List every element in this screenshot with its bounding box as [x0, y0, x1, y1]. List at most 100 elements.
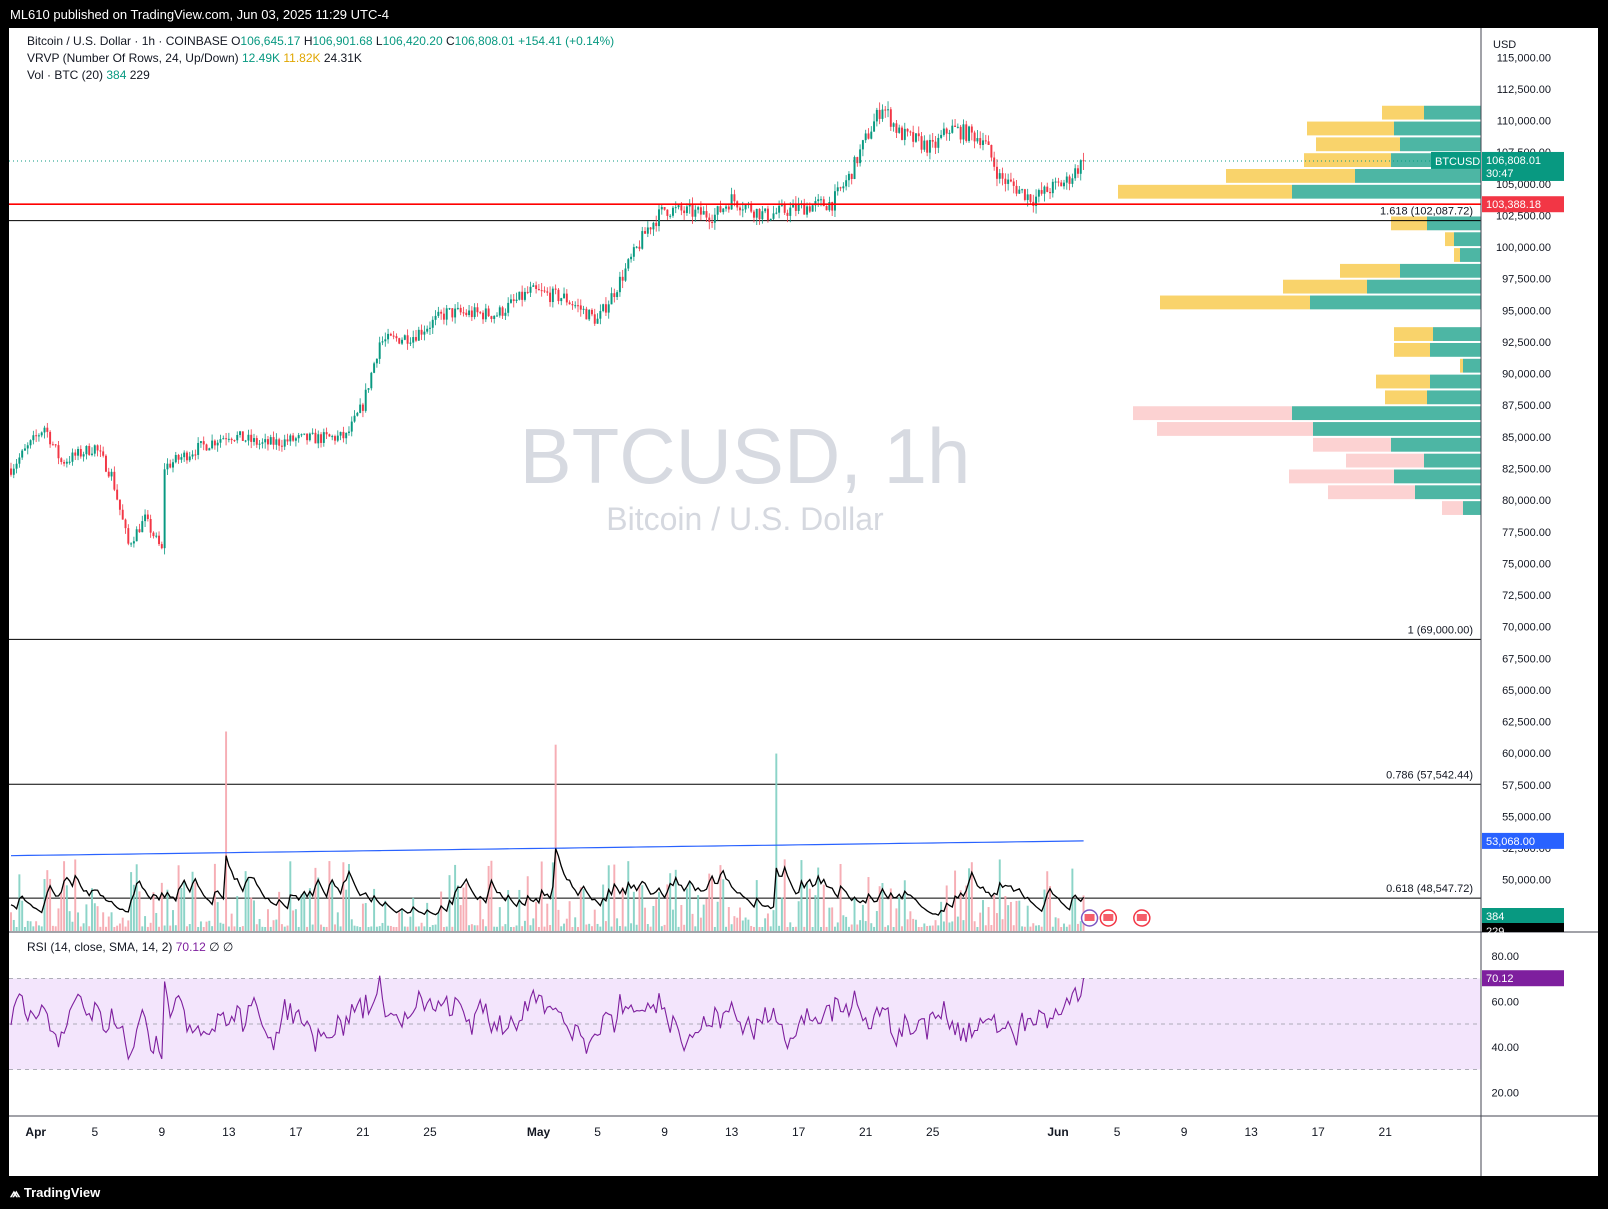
- vrvp-up-bar: [1460, 248, 1481, 262]
- candle-body: [241, 431, 244, 441]
- vrvp-up-bar: [1463, 358, 1481, 373]
- candle-body: [442, 313, 445, 320]
- volume-bar: [881, 883, 884, 931]
- volume-bar: [1037, 925, 1040, 931]
- volume-bar: [15, 927, 18, 931]
- time-axis[interactable]: Apr 5 9 13 17 21 25 May 5 9 13 17 21 25 Jun 5 9 13 17 21: [25, 1125, 1392, 1139]
- candle-body: [699, 207, 702, 215]
- volume-bar: [10, 912, 12, 931]
- volume-bar: [741, 920, 744, 931]
- volume-bar: [571, 926, 574, 931]
- volume-bar: [484, 926, 487, 931]
- rsi-levels: [9, 978, 1481, 1070]
- volume-bar: [607, 865, 610, 931]
- volume-bar: [887, 925, 890, 931]
- volume-bar: [965, 885, 968, 931]
- volume-bar: [417, 926, 420, 931]
- volume-bar: [278, 891, 281, 931]
- volume-bar: [325, 926, 328, 931]
- candle-body: [258, 443, 261, 445]
- vrvp-down-bar: [1313, 437, 1391, 452]
- candle-body: [951, 125, 954, 133]
- volume-bar: [74, 859, 77, 931]
- candle-body: [588, 309, 591, 320]
- candle-body: [956, 126, 959, 128]
- volume-bar: [401, 909, 404, 931]
- rsi-line: [10, 975, 1085, 1061]
- candle-body: [881, 109, 884, 119]
- volume-bar: [649, 926, 652, 931]
- badge-text: 53,068.00: [1486, 836, 1535, 848]
- candle-body: [127, 528, 130, 544]
- volume-bar: [923, 923, 926, 931]
- candle-body: [163, 469, 166, 549]
- volume-bar: [454, 864, 457, 931]
- candle-body: [836, 187, 839, 192]
- time-tick: Jun: [1047, 1125, 1068, 1139]
- volume-bar: [292, 910, 295, 931]
- candle-body: [57, 445, 60, 459]
- chart-canvas[interactable]: BTCUSD, 1h Bitcoin / U.S. Dollar 1.618 (…: [9, 28, 1598, 1176]
- candle-body: [202, 441, 205, 445]
- candle-body: [23, 448, 26, 451]
- volume-bar: [99, 926, 102, 931]
- volume-bar: [951, 921, 954, 931]
- badge-bg: [1482, 908, 1564, 923]
- legend-change: +154.41 (+0.14%): [518, 34, 615, 48]
- volume-bar: [219, 922, 222, 931]
- candle-body: [264, 439, 267, 443]
- vrvp-up-bar: [1394, 469, 1481, 484]
- candle-body: [118, 499, 121, 510]
- candle-body: [456, 307, 459, 309]
- volume-bar: [982, 900, 984, 931]
- candle-body: [345, 432, 348, 439]
- price-tick: 100,000.00: [1496, 242, 1551, 254]
- candle-body: [766, 208, 769, 221]
- volume-bar: [197, 926, 200, 931]
- volume-bar: [37, 925, 40, 931]
- volume-bar: [328, 861, 331, 931]
- volume-bar: [794, 926, 797, 931]
- volume-bar: [222, 923, 225, 931]
- tradingview-logo[interactable]: ⩕ TradingView: [10, 1185, 101, 1200]
- vrvp-down-bar: [1289, 469, 1394, 484]
- candle-body: [300, 434, 303, 436]
- candle-body: [476, 307, 479, 313]
- candle-body: [847, 173, 850, 181]
- vrvp-label: VRVP (Number Of Rows, 24, Up/Down): [27, 51, 239, 65]
- candle-body: [884, 109, 887, 111]
- volume-bar: [546, 903, 549, 931]
- candle-body: [630, 256, 633, 260]
- price-tick: 97,500.00: [1502, 274, 1551, 286]
- volume-bar: [364, 903, 367, 931]
- volume-bar: [1015, 900, 1018, 931]
- candle-body: [783, 204, 786, 213]
- candle-body: [1074, 168, 1077, 179]
- candle-body: [88, 445, 91, 455]
- volume-bar: [479, 899, 482, 931]
- volume-bar: [928, 925, 931, 931]
- candle-body: [180, 457, 183, 460]
- volume-bar: [512, 926, 515, 931]
- candle-body: [211, 440, 214, 449]
- candle-body: [509, 299, 512, 303]
- candle-body: [909, 131, 912, 133]
- price-tick: 105,000.00: [1496, 179, 1551, 191]
- vrvp-down-bar: [1328, 485, 1415, 500]
- candle-body: [685, 206, 688, 214]
- volume-bar: [339, 926, 342, 931]
- chart-frame: BTCUSD, 1h Bitcoin / U.S. Dollar 1.618 (…: [9, 28, 1598, 1176]
- candle-body: [551, 288, 554, 303]
- candle-body: [554, 288, 557, 290]
- event-flags[interactable]: [1080, 909, 1151, 927]
- vrvp-down-bar: [1394, 327, 1433, 341]
- volume-bar: [579, 887, 582, 931]
- candle-body: [191, 454, 194, 457]
- volume-bar: [775, 753, 778, 931]
- volume-bar: [979, 912, 982, 931]
- candle-body: [15, 463, 18, 469]
- candle-body: [761, 211, 764, 220]
- volume-bar: [621, 887, 624, 931]
- volume-bar: [766, 913, 769, 931]
- volume-bar: [945, 885, 948, 931]
